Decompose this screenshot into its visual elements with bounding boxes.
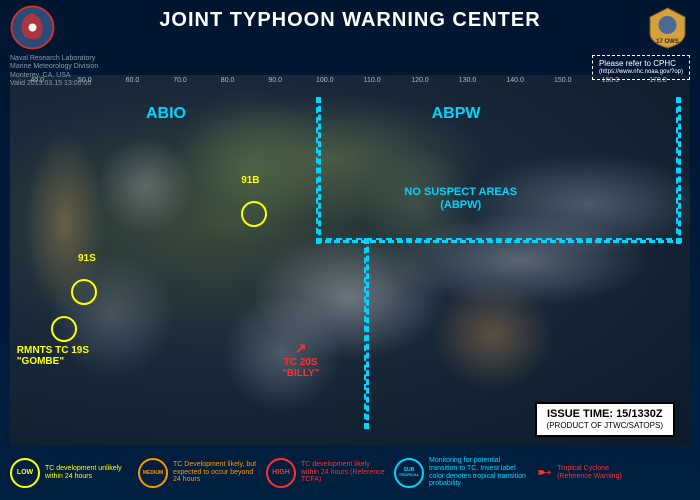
- arrow-icon: ➸: [537, 462, 552, 483]
- source-line: Monterey, CA, USA: [10, 72, 98, 80]
- legend-low-text: TC development unlikely within 24 hours: [45, 465, 130, 480]
- satellite-map: 40.0 50.0 60.0 70.0 80.0 90.0 100.0 110.…: [10, 75, 690, 445]
- legend-bar: LOW TC development unlikely within 24 ho…: [0, 445, 700, 500]
- source-line: Marine Meteorology Division: [10, 63, 98, 71]
- legend-subtropical-text: Monitoring for potential transition to T…: [429, 457, 529, 488]
- storm-billy-line1: TC 20S: [282, 357, 319, 368]
- longitude-label: 150.0: [554, 77, 572, 84]
- region-divider-horizontal: [316, 238, 682, 243]
- longitude-label: 140.0: [506, 77, 524, 84]
- jtwc-logo: [10, 5, 55, 50]
- legend-sub-label2: TROPICAL: [399, 473, 419, 477]
- region-divider-right: [676, 97, 681, 244]
- longitude-label: 70.0: [173, 77, 187, 84]
- region-abpw: ABPW: [432, 105, 481, 123]
- storm-circle-icon: [51, 316, 77, 342]
- main-container: JOINT TYPHOON WARNING CENTER 17 OWS Nava…: [0, 0, 700, 500]
- landmass-australia: [432, 279, 554, 390]
- legend-medium-text: TC Development likely, but expected to o…: [173, 461, 258, 484]
- legend-high: HIGH TC development likely within 24 hou…: [266, 458, 386, 488]
- issue-subtitle: (PRODUCT OF JTWC/SATOPS): [547, 421, 663, 431]
- legend-remnants-text: Tropical Cyclone (Reference Warning): [557, 465, 642, 480]
- source-attribution: Naval Research Laboratory Marine Meteoro…: [10, 55, 98, 89]
- storm-gombe-line1: RMNTS TC 19S: [17, 345, 89, 356]
- storm-91s-label: 91S: [78, 253, 96, 264]
- issue-time-text: ISSUE TIME: 15/1330Z: [547, 408, 663, 421]
- legend-subtropical: SUB TROPICAL Monitoring for potential tr…: [394, 457, 529, 488]
- ows-patch: 17 OWS: [645, 5, 690, 50]
- no-suspect-areas: NO SUSPECT AREAS (ABPW): [404, 186, 517, 212]
- legend-medium: MEDIUM TC Development likely, but expect…: [138, 458, 258, 488]
- arrow-up-icon: ↗: [282, 341, 319, 356]
- issue-time: 15/1330Z: [616, 408, 662, 420]
- storm-91s-marker: [71, 279, 97, 310]
- page-title: JOINT TYPHOON WARNING CENTER: [159, 9, 540, 32]
- no-suspect-line1: NO SUSPECT AREAS: [404, 186, 517, 199]
- issue-label: ISSUE TIME:: [547, 408, 613, 420]
- storm-circle-icon: [71, 279, 97, 305]
- no-suspect-line2: (ABPW): [404, 199, 517, 212]
- storm-gombe-marker: [51, 316, 77, 347]
- storm-91b-label: 91B: [241, 175, 259, 186]
- longitude-label: 130.0: [459, 77, 477, 84]
- issue-time-box: ISSUE TIME: 15/1330Z (PRODUCT OF JTWC/SA…: [535, 402, 675, 437]
- storm-91b-marker: [241, 201, 267, 232]
- storm-billy-line2: "BILLY": [282, 368, 319, 379]
- region-abio: ABIO: [146, 105, 186, 123]
- cphic-text: Please refer to CPHC: [599, 59, 683, 69]
- legend-high-circle: HIGH: [266, 458, 296, 488]
- cphic-url: (https://www.nhc.noaa.gov/?op): [599, 69, 683, 76]
- storm-gombe-label: RMNTS TC 19S "GOMBE": [17, 345, 89, 367]
- storm-circle-icon: [241, 201, 267, 227]
- source-line: Valid 2013.03.15 13:00:00: [10, 80, 98, 88]
- legend-low: LOW TC development unlikely within 24 ho…: [10, 458, 130, 488]
- legend-low-circle: LOW: [10, 458, 40, 488]
- legend-high-text: TC development likely within 24 hours (R…: [301, 461, 386, 484]
- legend-subtropical-circle: SUB TROPICAL: [394, 458, 424, 488]
- storm-gombe-line2: "GOMBE": [17, 356, 89, 367]
- region-divider-vertical-2: [364, 238, 369, 429]
- longitude-label: 80.0: [221, 77, 235, 84]
- source-line: Naval Research Laboratory: [10, 55, 98, 63]
- longitude-label: 90.0: [268, 77, 282, 84]
- region-divider-vertical: [316, 97, 321, 244]
- header: JOINT TYPHOON WARNING CENTER: [0, 0, 700, 40]
- longitude-label: 60.0: [126, 77, 140, 84]
- legend-remnants: ➸ Tropical Cyclone (Reference Warning): [537, 462, 642, 483]
- svg-text:17 OWS: 17 OWS: [656, 39, 679, 45]
- longitude-label: 100.0: [316, 77, 334, 84]
- legend-medium-circle: MEDIUM: [138, 458, 168, 488]
- cphic-reference-box: Please refer to CPHC (https://www.nhc.no…: [592, 55, 690, 80]
- storm-billy-label: ↗ TC 20S "BILLY": [282, 341, 319, 378]
- longitude-label: 120.0: [411, 77, 429, 84]
- longitude-label: 110.0: [364, 77, 381, 84]
